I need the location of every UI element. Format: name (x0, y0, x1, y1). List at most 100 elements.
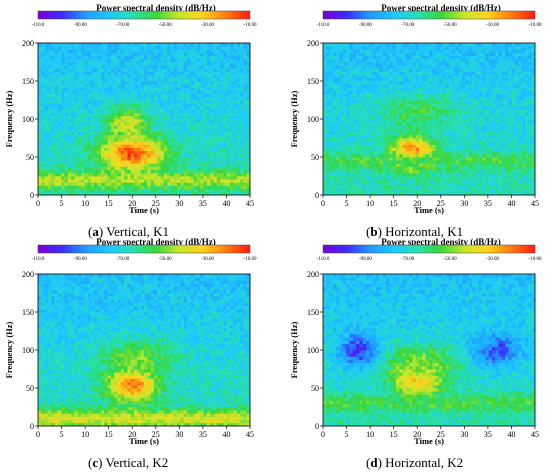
heatmap-cell (87, 77, 92, 82)
heatmap-cell (137, 169, 142, 174)
heatmap-cell (342, 144, 347, 148)
heatmap-cell (144, 157, 148, 161)
heatmap-cell (144, 131, 148, 136)
heatmap-cell (144, 87, 148, 91)
heatmap-cell (193, 153, 198, 158)
heatmap-cell (47, 122, 52, 126)
heatmap-cell (369, 138, 374, 142)
heatmap-cell (74, 188, 79, 193)
heatmap-cell (110, 157, 115, 161)
heatmap-cell (432, 109, 436, 114)
heatmap-cell (399, 49, 403, 53)
heatmap-cell (402, 153, 407, 158)
heatmap-cell (389, 84, 393, 88)
heatmap-cell (323, 52, 327, 57)
heatmap-cell (359, 81, 364, 85)
heatmap-cell (362, 52, 367, 57)
heatmap-cell (67, 49, 72, 53)
heatmap-cell (71, 112, 75, 117)
heatmap-cell (167, 172, 171, 177)
heatmap-cell (206, 43, 211, 47)
heatmap-cell (223, 144, 228, 148)
heatmap-cell (144, 93, 148, 98)
heatmap-cell (150, 49, 155, 53)
heatmap-cell (329, 84, 334, 88)
heatmap-cell (130, 191, 135, 196)
heatmap-cell (220, 182, 224, 186)
heatmap-cell (137, 176, 142, 180)
heatmap-cell (193, 176, 198, 180)
heatmap-cell (153, 150, 158, 155)
heatmap-cell (336, 147, 340, 152)
heatmap-cell (372, 128, 377, 133)
heatmap-cell (429, 191, 433, 196)
heatmap-cell (346, 115, 350, 120)
heatmap-cell (382, 134, 387, 139)
heatmap-cell (412, 144, 417, 148)
heatmap-cell (402, 84, 407, 88)
heatmap-cell (160, 74, 165, 79)
heatmap-cell (352, 134, 357, 139)
heatmap-cell (445, 182, 450, 186)
heatmap-cell (170, 163, 175, 167)
heatmap-cell (100, 52, 105, 57)
heatmap-cell (144, 74, 148, 79)
heatmap-cell (399, 185, 403, 190)
heatmap-cell (435, 147, 440, 152)
heatmap-cell (74, 166, 79, 171)
heatmap-cell (402, 179, 407, 183)
heatmap-cell (339, 84, 344, 88)
heatmap-cell (329, 93, 334, 98)
heatmap-cell (372, 81, 377, 85)
heatmap-cell (445, 166, 450, 171)
heatmap-cell (210, 46, 214, 50)
heatmap-cell (144, 176, 148, 180)
heatmap-cell (193, 147, 198, 152)
heatmap-cell (104, 43, 108, 47)
heatmap-cell (366, 81, 370, 85)
heatmap-cell (402, 147, 407, 152)
heatmap-cell (97, 141, 102, 145)
heatmap-cell (385, 141, 390, 145)
heatmap-cell (366, 71, 370, 76)
heatmap-cell (246, 166, 251, 171)
heatmap-cell (167, 141, 171, 145)
heatmap-cell (240, 115, 244, 120)
heatmap-cell (448, 125, 453, 129)
heatmap-cell (432, 58, 436, 63)
heatmap-cell (385, 147, 390, 152)
heatmap-cell (435, 138, 440, 142)
heatmap-cell (200, 52, 204, 57)
heatmap-cell (140, 166, 145, 171)
heatmap-cell (332, 160, 337, 164)
heatmap-cell (140, 153, 145, 158)
heatmap-cell (41, 100, 45, 104)
heatmap-cell (402, 87, 407, 91)
heatmap-cell (44, 172, 49, 177)
heatmap-cell (114, 100, 118, 104)
heatmap-cell (134, 77, 138, 82)
heatmap-cell (94, 131, 98, 136)
heatmap-cell (429, 125, 433, 129)
heatmap-cell (124, 74, 128, 79)
heatmap-cell (57, 46, 62, 50)
heatmap-cell (87, 160, 92, 164)
heatmap-cell (220, 131, 224, 136)
heatmap-cell (64, 144, 69, 148)
heatmap-cell (117, 43, 122, 47)
heatmap-cell (153, 128, 158, 133)
heatmap-cell (81, 128, 85, 133)
heatmap-cell (346, 182, 350, 186)
heatmap-cell (177, 119, 181, 123)
heatmap-cell (359, 43, 364, 47)
heatmap-cell (438, 65, 443, 69)
heatmap-cell (352, 100, 357, 104)
heatmap-cell (91, 153, 95, 158)
heatmap-cell (193, 84, 198, 88)
heatmap-cell (97, 49, 102, 53)
heatmap-cell (206, 93, 211, 98)
heatmap-cell (47, 144, 52, 148)
heatmap-cell (223, 166, 228, 171)
heatmap-cell (438, 160, 443, 164)
heatmap-cell (38, 188, 42, 193)
